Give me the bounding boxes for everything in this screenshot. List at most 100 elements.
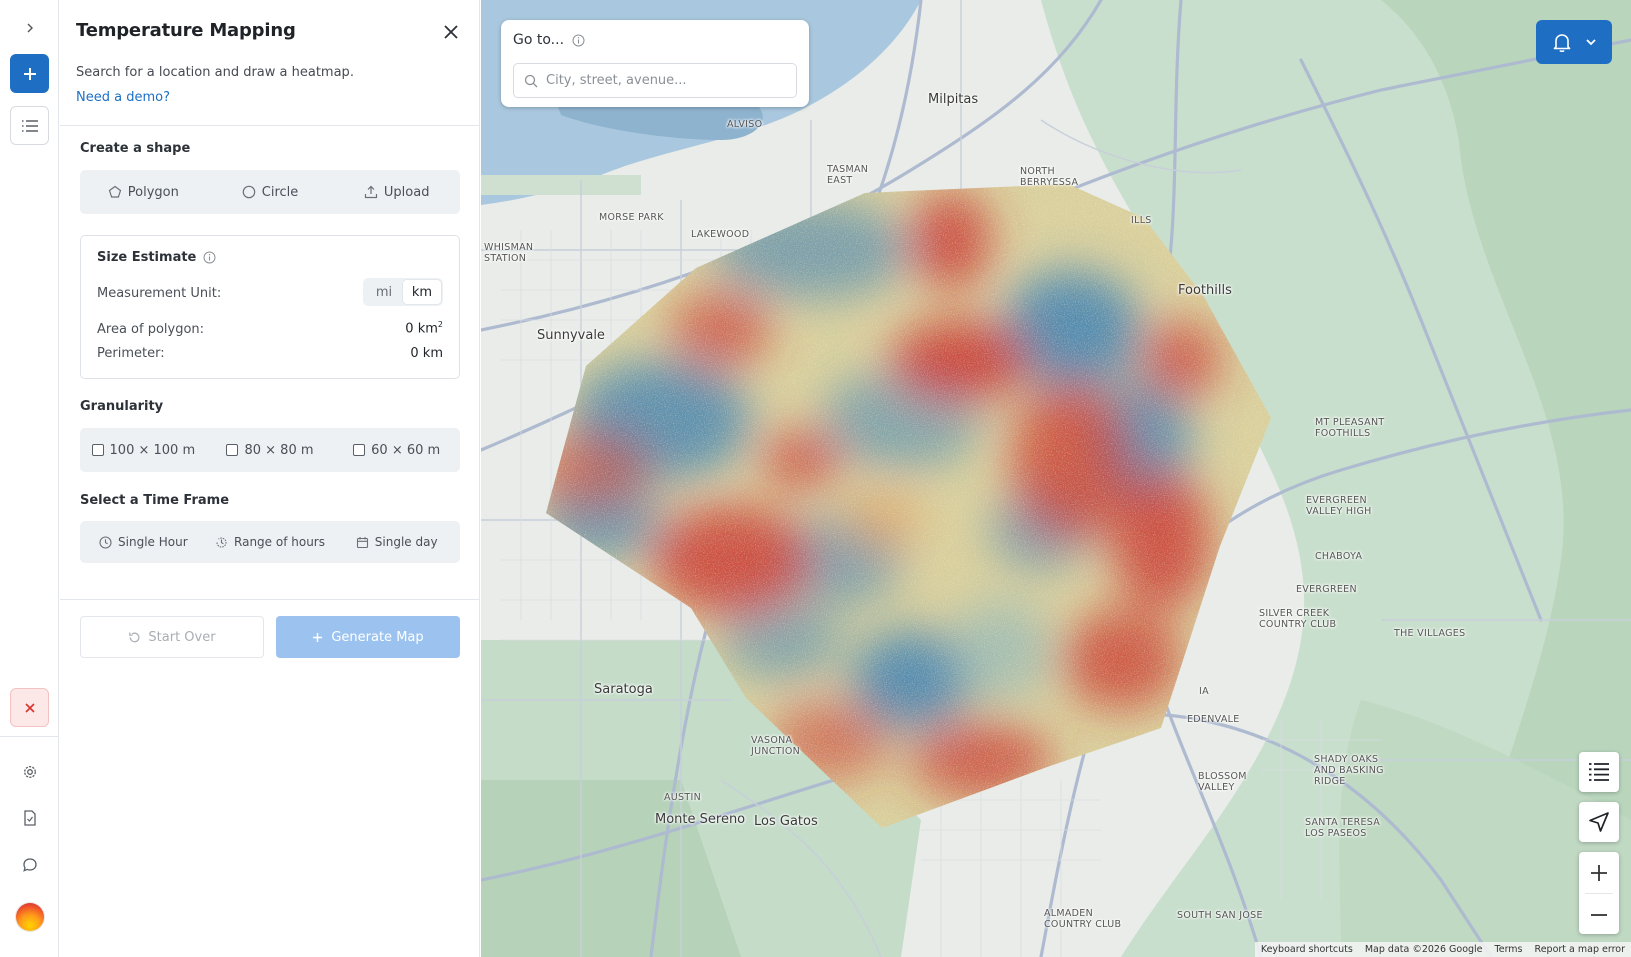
location-search-input[interactable] bbox=[546, 73, 786, 88]
granularity-80-label: 80 × 80 m bbox=[244, 442, 314, 458]
granularity-100-option[interactable]: 100 × 100 m bbox=[80, 428, 207, 472]
close-panel-button[interactable] bbox=[441, 22, 461, 42]
keyboard-shortcuts-link[interactable]: Keyboard shortcuts bbox=[1260, 944, 1353, 955]
demo-link[interactable]: Need a demo? bbox=[76, 90, 170, 105]
map-label-line: RIDGE bbox=[1314, 776, 1346, 787]
map-label: LAKEWOOD bbox=[691, 229, 750, 240]
size-estimate-card: Size Estimate Measurement Unit: mi km Ar… bbox=[80, 235, 460, 379]
granularity-selector: 100 × 100 m 80 × 80 m 60 × 60 m bbox=[80, 428, 460, 472]
goto-label: Go to... bbox=[513, 32, 565, 48]
map-label: TASMAN EAST bbox=[827, 164, 868, 186]
divider bbox=[60, 599, 480, 600]
minus-icon bbox=[1591, 913, 1607, 916]
map-label: THE VILLAGES bbox=[1394, 628, 1466, 639]
circle-option[interactable]: Circle bbox=[207, 170, 334, 214]
refresh-icon bbox=[129, 632, 140, 642]
plus-icon bbox=[1591, 864, 1607, 881]
polygon-option[interactable]: Polygon bbox=[80, 170, 207, 214]
unit-mi-option[interactable]: mi bbox=[375, 284, 393, 300]
generate-map-button[interactable]: Generate Map bbox=[276, 616, 460, 658]
list-icon bbox=[21, 119, 38, 132]
chevron-right-icon bbox=[27, 23, 33, 32]
map-label: Monte Sereno bbox=[655, 812, 746, 827]
map-label-line: NORTH bbox=[1020, 166, 1055, 177]
unit-km-option[interactable]: km bbox=[403, 280, 441, 304]
time-frame-title: Select a Time Frame bbox=[80, 493, 230, 508]
map-view[interactable]: Milpitas ALVISO TASMAN EAST NORTH BERRYESS… bbox=[481, 0, 1631, 957]
granularity-80-option[interactable]: 80 × 80 m bbox=[207, 428, 334, 472]
goto-title: Go to... bbox=[513, 32, 585, 48]
map-label-line: AND BASKING bbox=[1314, 765, 1384, 776]
checkbox[interactable] bbox=[91, 444, 104, 456]
chevron-down-icon bbox=[1586, 39, 1596, 46]
settings-button[interactable] bbox=[10, 756, 49, 788]
circle-icon bbox=[242, 185, 256, 199]
expand-sidebar-button[interactable] bbox=[10, 8, 49, 47]
map-label-line: WHISMAN bbox=[484, 242, 534, 253]
map-label-line: VALLEY HIGH bbox=[1306, 506, 1372, 517]
area-unit-superscript: 2 bbox=[437, 320, 443, 329]
calendar-icon bbox=[356, 536, 368, 548]
range-of-hours-option[interactable]: Range of hours bbox=[207, 521, 334, 563]
map-label-line: SHADY OAKS bbox=[1314, 754, 1379, 765]
location-search-field[interactable] bbox=[513, 63, 797, 98]
close-icon bbox=[24, 702, 35, 713]
legend-button[interactable] bbox=[1579, 752, 1619, 792]
map-label-line: SANTA TERESA bbox=[1305, 817, 1381, 828]
map-label: NORTH BERRYESSA bbox=[1020, 166, 1078, 188]
range-of-hours-label: Range of hours bbox=[234, 535, 325, 549]
map-label-line: EVERGREEN bbox=[1306, 495, 1367, 506]
map-label: SOUTH SAN JOSE bbox=[1177, 910, 1263, 921]
upload-option[interactable]: Upload bbox=[333, 170, 460, 214]
map-label: SILVER CREEK COUNTRY CLUB bbox=[1259, 608, 1336, 630]
area-label: Area of polygon: bbox=[97, 322, 205, 337]
map-label: SANTA TERESA LOS PASEOS bbox=[1305, 817, 1380, 839]
terms-link[interactable]: Terms bbox=[1494, 944, 1523, 955]
rail-divider bbox=[0, 736, 59, 737]
add-button[interactable] bbox=[10, 54, 49, 93]
generate-map-label: Generate Map bbox=[331, 629, 424, 645]
granularity-60-label: 60 × 60 m bbox=[371, 442, 441, 458]
document-button[interactable] bbox=[10, 802, 49, 834]
avatar[interactable] bbox=[16, 903, 44, 931]
map-label: VASONA JUNCTION bbox=[751, 735, 800, 757]
my-location-button[interactable] bbox=[1579, 802, 1619, 842]
chat-icon bbox=[22, 858, 37, 872]
granularity-60-option[interactable]: 60 × 60 m bbox=[333, 428, 460, 472]
map-label-line: VASONA bbox=[751, 735, 793, 746]
notifications-button[interactable] bbox=[1536, 20, 1612, 64]
single-day-label: Single day bbox=[374, 535, 438, 549]
zoom-out-button[interactable] bbox=[1579, 894, 1619, 935]
map-label-line: COUNTRY CLUB bbox=[1044, 919, 1122, 930]
granularity-title: Granularity bbox=[80, 399, 164, 414]
granularity-100-label: 100 × 100 m bbox=[109, 442, 196, 458]
cancel-button[interactable] bbox=[10, 688, 49, 727]
search-icon bbox=[524, 74, 538, 87]
chat-button[interactable] bbox=[10, 849, 49, 881]
checkbox[interactable] bbox=[353, 444, 366, 456]
checkbox[interactable] bbox=[226, 444, 239, 456]
zoom-in-button[interactable] bbox=[1579, 852, 1619, 893]
unit-toggle: mi km bbox=[363, 278, 443, 306]
map-label-line: VALLEY bbox=[1198, 782, 1235, 793]
pentagon-icon bbox=[108, 185, 121, 198]
map-label: CHABOYA bbox=[1315, 551, 1363, 562]
single-hour-option[interactable]: Single Hour bbox=[80, 521, 207, 563]
report-map-error-link[interactable]: Report a map error bbox=[1534, 944, 1625, 955]
map-label: Los Gatos bbox=[754, 814, 818, 829]
info-icon[interactable] bbox=[572, 34, 585, 47]
time-frame-selector: Single Hour Range of hours Single day bbox=[80, 521, 460, 563]
single-day-option[interactable]: Single day bbox=[333, 521, 460, 563]
upload-icon bbox=[364, 185, 377, 199]
map-label: AUSTIN bbox=[664, 792, 701, 803]
map-label: EDENVALE bbox=[1187, 714, 1240, 725]
temperature-mapping-panel: Temperature Mapping Search for a locatio… bbox=[60, 0, 480, 957]
left-rail bbox=[0, 0, 59, 957]
perimeter-value: 0 km bbox=[410, 346, 443, 361]
info-icon[interactable] bbox=[203, 251, 216, 264]
list-button[interactable] bbox=[10, 106, 49, 145]
map-label: MT PLEASANT FOOTHILLS bbox=[1315, 417, 1384, 439]
map-label: Saratoga bbox=[594, 682, 653, 697]
start-over-button[interactable]: Start Over bbox=[80, 616, 264, 658]
map-label: SHADY OAKS AND BASKING RIDGE bbox=[1314, 754, 1384, 787]
